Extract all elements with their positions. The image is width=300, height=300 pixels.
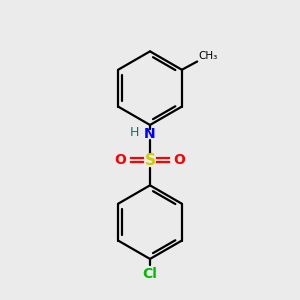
Text: N: N bbox=[144, 127, 156, 141]
Text: CH₃: CH₃ bbox=[198, 51, 218, 61]
Text: S: S bbox=[145, 153, 155, 168]
Text: O: O bbox=[115, 153, 127, 167]
Text: O: O bbox=[173, 153, 185, 167]
Text: H: H bbox=[130, 126, 140, 139]
Text: Cl: Cl bbox=[142, 267, 158, 281]
